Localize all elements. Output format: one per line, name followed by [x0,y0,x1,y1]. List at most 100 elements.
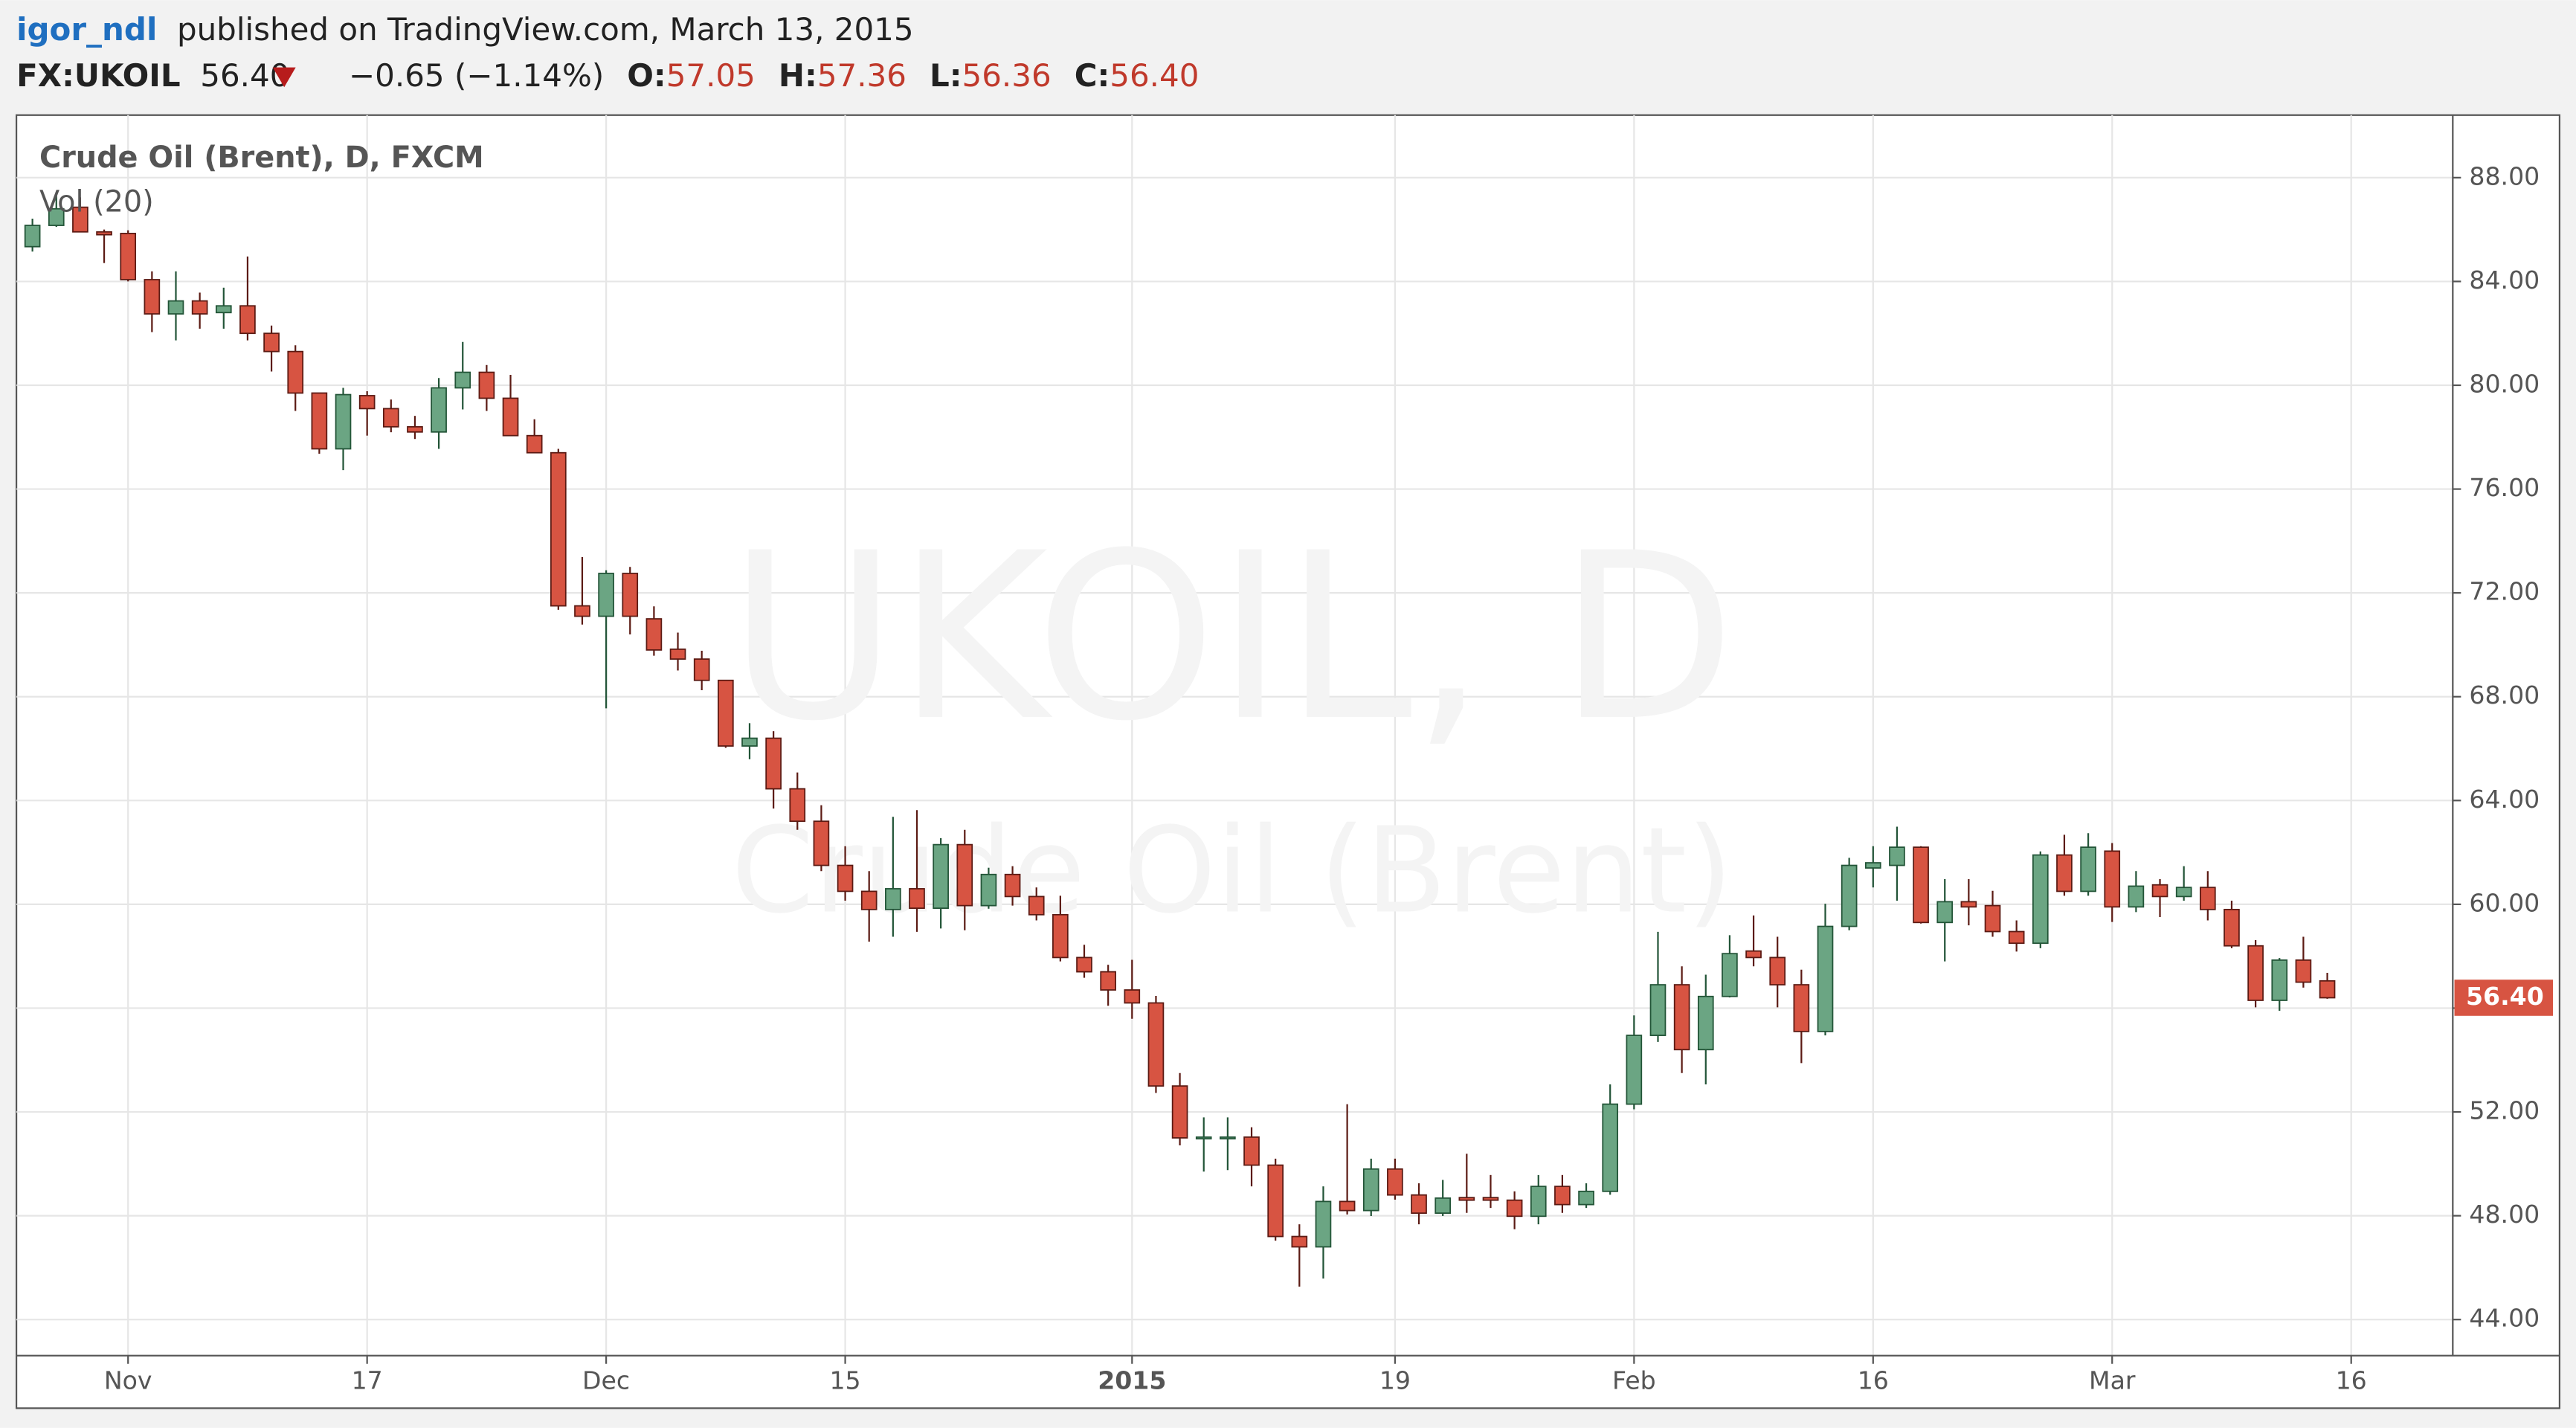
x-tick-label: Nov [104,1366,152,1395]
candle-body [144,279,161,315]
candle-body [933,843,949,909]
candle-body [311,392,328,450]
candle-body [909,888,925,909]
candle-body [1913,846,1929,924]
y-tick-label: 80.00 [2469,369,2540,398]
candle-body [1076,956,1092,973]
candle-body [2295,959,2312,983]
candle-body [1649,984,1667,1036]
price-tag [2454,980,2554,1016]
candle-body [622,573,639,617]
candle-body [1458,1197,1475,1201]
y-tick-label: 44.00 [2469,1304,2540,1333]
grid [16,115,2453,1356]
candle-body [239,305,256,335]
candle-body [1841,864,1858,927]
candle-body [263,332,280,353]
candle-body [2032,854,2049,945]
candle-body [1673,984,1690,1051]
candle-body [2151,884,2168,898]
candle-body [1171,1085,1188,1139]
candle-body [1100,971,1116,991]
candle-body [2224,908,2240,947]
candle-body [96,231,112,236]
candle-body [1195,1136,1212,1139]
y-tick-label: 72.00 [2469,577,2540,606]
candle-body [574,605,590,617]
candle-body [48,208,65,226]
x-tick-label: 16 [1858,1366,1889,1395]
candle-body [2128,885,2145,908]
candle-body [1028,895,1045,916]
candle-body [407,425,423,433]
candle-body [1220,1136,1236,1139]
watermark: UKOIL, D [729,504,1736,771]
candle-body [645,618,663,651]
o-label: O: [627,57,666,93]
candle-body [1362,1168,1379,1212]
last: 56.40 [200,57,289,93]
candle-body [358,395,376,410]
candle-body [1554,1186,1571,1206]
candle-body [2175,887,2192,898]
candle-body [1602,1103,1619,1192]
candle-body [1722,953,1738,997]
candle-body [2056,854,2073,892]
indicator-label: Vol (20) [39,185,154,219]
candle-body [502,397,519,437]
candle-body [765,737,782,790]
candle-body [789,788,806,823]
candle-body [1004,873,1021,898]
candle-body [956,843,973,907]
candle-body [980,873,997,907]
candle-body [215,305,232,314]
published: published on TradingView.com, March 13, … [177,11,914,48]
candle-body [2199,887,2216,910]
candle-body [1315,1200,1332,1248]
y-tick-label: 52.00 [2469,1096,2540,1125]
header-line-1: igor_ndl published on TradingView.com, M… [16,11,913,48]
candle-body [1267,1164,1284,1238]
candle-body [1889,846,1905,866]
y-tick-label: 64.00 [2469,785,2540,814]
close: 56.40 [1110,57,1199,93]
candle-body [2008,930,2025,945]
candle-body [1387,1168,1403,1196]
y-tick-label: 76.00 [2469,473,2540,502]
y-tick-label: 60.00 [2469,888,2540,917]
candle-body [1291,1235,1308,1248]
candle-body [1769,956,1786,985]
candle-body [454,371,471,389]
candle-body [1936,901,1954,924]
y-tick-label: 68.00 [2469,681,2540,710]
candle-body [1697,995,1714,1051]
x-tick-label: Feb [1612,1366,1656,1395]
candle-body [287,350,304,394]
x-tick-label: Dec [582,1366,630,1395]
x-tick-label: 2015 [1098,1366,1166,1395]
candle-body [860,890,878,910]
candle-body [1745,950,1762,959]
candle-body [1578,1190,1594,1206]
candle-body [885,888,901,910]
candle-body [526,434,543,454]
candle-body [837,864,854,892]
low: 56.36 [962,57,1052,93]
candle-body [550,451,567,607]
candle-body [1793,984,1810,1032]
l-label: L: [930,57,962,93]
chart-title: Crude Oil (Brent), D, FXCM [39,141,484,175]
candle-body [1411,1194,1427,1215]
candle-body [24,225,41,248]
c-label: C: [1075,57,1110,93]
y-tick-label: 84.00 [2469,266,2540,295]
candle-body [1506,1199,1523,1218]
candle-body [1434,1197,1452,1215]
candle-body [813,820,830,866]
watermark-sub: Crude Oil (Brent) [731,801,1733,939]
chart-frame [15,114,2561,1409]
candle-body [1124,989,1141,1004]
candle-body [167,300,184,315]
candles [24,193,2336,1287]
